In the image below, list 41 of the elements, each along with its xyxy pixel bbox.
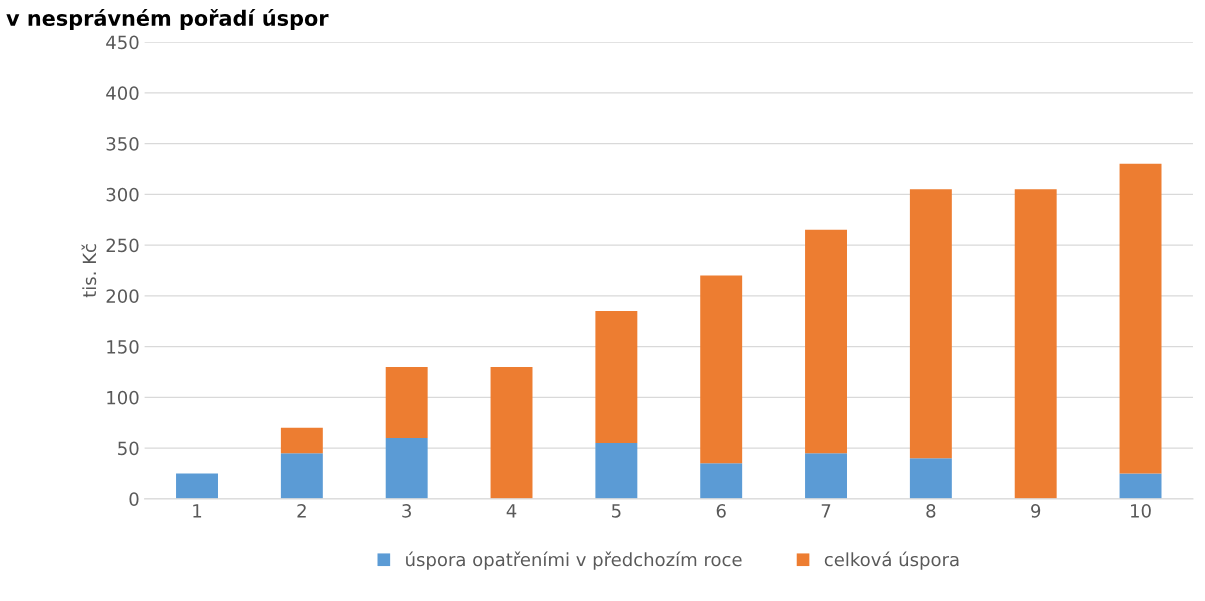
y-axis-title: tis. Kč [81, 244, 97, 298]
x-tick-label: 8 [926, 504, 936, 518]
bar [700, 463, 743, 499]
bar [490, 366, 533, 499]
bar [805, 453, 847, 499]
x-tick-label: 7 [821, 504, 831, 518]
bar [700, 275, 743, 464]
bar [280, 427, 323, 454]
x-tick-label: 6 [716, 504, 726, 518]
x-tick-label: 5 [612, 504, 621, 518]
bar [595, 443, 638, 499]
legend-label: úspora opatřeními v předchozím roce [406, 551, 742, 570]
y-tick-label: 150 [107, 340, 139, 354]
chart-title: v nesprávném pořadí úspor [6, 9, 329, 31]
bar [385, 366, 428, 438]
y-tick-label: 400 [106, 86, 139, 100]
legend-label: celková úspora [824, 551, 959, 570]
x-tick-label: 1 [193, 504, 202, 518]
x-tick-label: 9 [1031, 504, 1041, 518]
y-tick-label: 450 [106, 35, 139, 50]
y-tick-label: 350 [106, 137, 139, 151]
x-tick-label: 4 [506, 504, 517, 518]
x-tick-label: 10 [1131, 504, 1151, 518]
y-tick-label: 100 [107, 390, 139, 405]
bar [280, 453, 323, 499]
bar [1014, 189, 1057, 499]
bar [385, 437, 428, 499]
bar [909, 458, 952, 499]
bar [595, 311, 638, 443]
bar [909, 189, 952, 459]
x-tick-label: 3 [402, 504, 411, 518]
y-tick-label: 300 [106, 187, 139, 202]
x-tick-label: 2 [297, 504, 306, 518]
y-tick-label: 250 [106, 238, 139, 253]
y-tick-label: 200 [106, 289, 139, 303]
bar [176, 473, 218, 499]
bar [1119, 473, 1162, 499]
bar [805, 229, 847, 454]
y-tick-label: 0 [129, 492, 139, 506]
bar [1119, 163, 1162, 474]
y-tick-label: 50 [118, 441, 139, 456]
